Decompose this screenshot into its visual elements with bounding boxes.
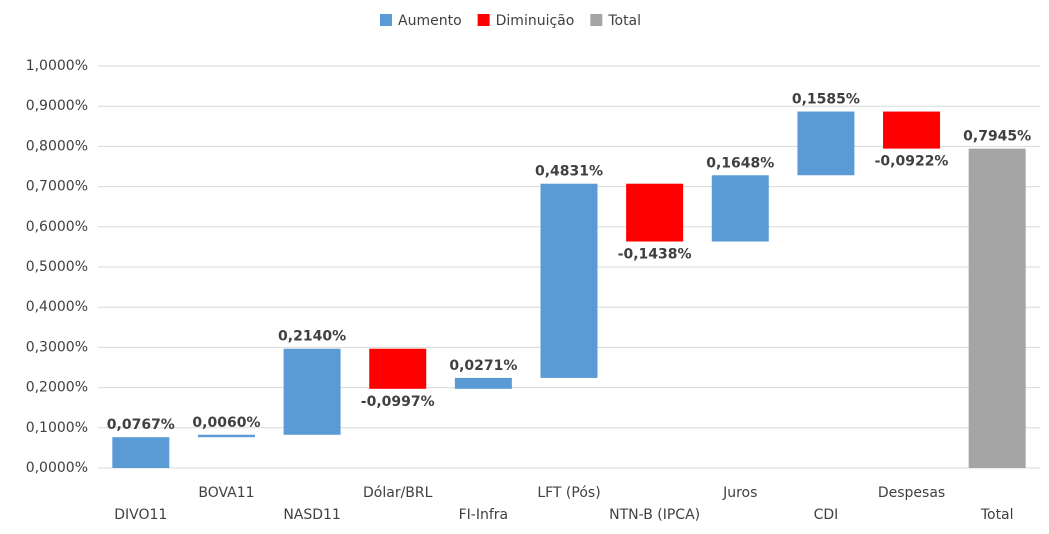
bar bbox=[797, 111, 855, 176]
value-label: 0,7945% bbox=[963, 129, 1031, 145]
bar bbox=[883, 111, 941, 149]
y-tick-label: 0,8000% bbox=[26, 138, 88, 154]
bar bbox=[369, 348, 427, 389]
bar bbox=[540, 183, 598, 378]
value-label: -0,0922% bbox=[875, 154, 949, 170]
bar bbox=[112, 437, 170, 468]
bar bbox=[711, 175, 769, 242]
bar bbox=[197, 434, 255, 438]
bar bbox=[454, 377, 512, 389]
y-tick-label: 0,4000% bbox=[26, 299, 88, 315]
y-tick-label: 0,5000% bbox=[26, 259, 88, 275]
x-tick-label: Dólar/BRL bbox=[363, 485, 433, 501]
legend-swatch bbox=[590, 14, 603, 26]
y-tick-label: 0,0000% bbox=[26, 460, 88, 476]
x-tick-label: NTN-B (IPCA) bbox=[609, 507, 700, 523]
x-tick-label: Total bbox=[980, 507, 1014, 523]
y-tick-label: 1,0000% bbox=[26, 58, 88, 74]
x-tick-label: Despesas bbox=[878, 485, 945, 501]
legend-label: Total bbox=[607, 13, 641, 29]
y-tick-label: 0,1000% bbox=[26, 420, 88, 436]
value-label: 0,1585% bbox=[792, 92, 860, 108]
bar bbox=[626, 183, 684, 242]
x-tick-label: Juros bbox=[722, 485, 757, 501]
y-tick-label: 0,2000% bbox=[26, 380, 88, 396]
value-label: 0,0767% bbox=[107, 417, 175, 433]
x-tick-label: NASD11 bbox=[283, 507, 341, 523]
value-label: 0,0060% bbox=[192, 415, 260, 431]
legend-swatch bbox=[477, 14, 490, 26]
bar bbox=[283, 348, 341, 435]
y-tick-label: 0,6000% bbox=[26, 219, 88, 235]
value-label: 0,1648% bbox=[706, 155, 774, 171]
value-label: -0,1438% bbox=[618, 247, 692, 263]
bar bbox=[968, 148, 1026, 468]
y-tick-label: 0,3000% bbox=[26, 339, 88, 355]
value-label: 0,4831% bbox=[535, 164, 603, 180]
legend-swatch bbox=[380, 14, 392, 26]
y-tick-label: 0,9000% bbox=[26, 98, 88, 114]
x-tick-label: LFT (Pós) bbox=[537, 485, 600, 501]
value-label: 0,0271% bbox=[449, 358, 517, 374]
x-tick-label: BOVA11 bbox=[198, 485, 254, 501]
x-tick-label: CDI bbox=[814, 507, 839, 523]
x-tick-label: DIVO11 bbox=[114, 507, 167, 523]
legend-label: Aumento bbox=[398, 13, 462, 29]
legend-label: Diminuição bbox=[496, 13, 575, 29]
value-label: 0,2140% bbox=[278, 329, 346, 345]
value-label: -0,0997% bbox=[361, 394, 435, 410]
x-tick-label: FI-Infra bbox=[459, 507, 509, 523]
y-tick-label: 0,7000% bbox=[26, 179, 88, 195]
